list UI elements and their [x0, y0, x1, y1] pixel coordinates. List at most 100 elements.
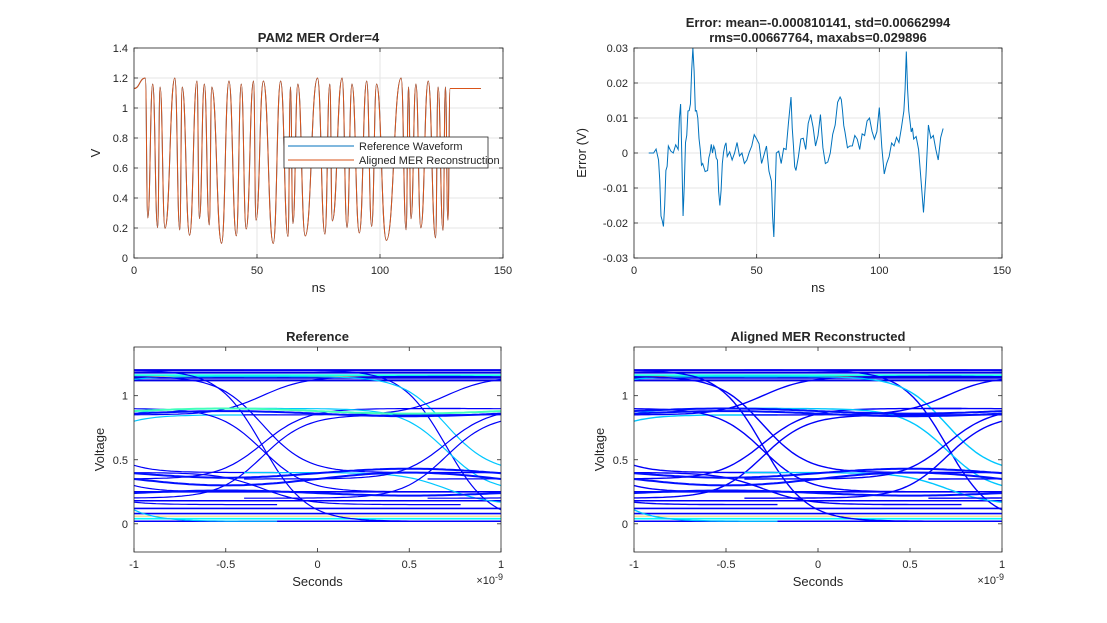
chart-title: PAM2 MER Order=4	[258, 30, 380, 45]
series-aligned-mer-reconstruction	[133, 77, 481, 244]
axes-p4: -1 -0.5 0 0.5 1 0 0.5 1 Aligned MER Reconstructe…	[592, 329, 1005, 589]
chart-title: Reference	[286, 329, 349, 344]
eye-traces	[134, 369, 501, 523]
eye-transition-trace	[634, 407, 962, 480]
axes-p2: 0 50 100 150 -0.03 -0.02 -0.01 0 0.01 0.02 0.03 Err…	[574, 15, 1011, 295]
y-axis-label: V	[88, 148, 103, 157]
x-tick-label: 1	[498, 559, 504, 571]
y-tick-label: -0.01	[603, 183, 628, 195]
eye-plateau-trace	[134, 407, 501, 415]
eye-transition-trace	[244, 378, 501, 416]
eye-transition-trace	[134, 509, 278, 522]
series-error	[648, 47, 944, 238]
eye-transition-trace	[744, 369, 1002, 511]
x-tick-label: 0	[631, 265, 637, 277]
eye-plateau-trace	[634, 471, 1002, 487]
y-tick-label: 0.6	[113, 163, 128, 175]
eye-transition-trace	[244, 369, 501, 511]
y-axis-label: Error (V)	[574, 128, 589, 178]
y-axis-label: Voltage	[92, 428, 107, 471]
eye-transition-trace	[634, 501, 778, 506]
eye-transition-trace	[427, 375, 501, 378]
y-axis-label: Voltage	[592, 428, 607, 471]
y-tick-label: 0.8	[113, 133, 128, 145]
eye-transition-trace	[134, 375, 461, 416]
y-tick-label: -0.03	[603, 253, 628, 265]
eye-transition-trace	[928, 407, 1002, 410]
x-axis-label: ns	[811, 280, 825, 295]
x-tick-label: -0.5	[717, 559, 736, 571]
eye-plateau-trace	[134, 467, 501, 479]
eye-plateau-trace	[634, 410, 1002, 418]
eye-transition-trace	[244, 407, 501, 487]
eye-transition-trace	[244, 420, 501, 499]
eye-transition-trace	[744, 420, 1002, 499]
y-tick-label: 0.03	[607, 43, 628, 55]
chart-title: rms=0.00667764, maxabs=0.029896	[709, 30, 927, 45]
y-tick-label: 0.5	[113, 455, 128, 467]
axes-box	[133, 47, 504, 259]
x-tick-label: 0	[131, 265, 137, 277]
eye-transition-trace	[244, 375, 501, 466]
x-tick-label: 150	[993, 265, 1011, 277]
legend: Reference Waveform Aligned MER Reconstruc…	[283, 136, 500, 169]
y-tick-label: 0	[622, 519, 628, 531]
y-tick-label: 1	[122, 391, 128, 403]
x-tick-label: -1	[129, 559, 139, 571]
y-tick-label: 0.5	[613, 455, 628, 467]
x-tick-label: 0.5	[902, 559, 917, 571]
y-tick-label: 1.4	[113, 43, 128, 55]
eye-transition-trace	[427, 497, 501, 499]
eye-transition-trace	[134, 407, 461, 480]
legend-entry: Reference Waveform	[359, 141, 463, 153]
y-tick-label: 0.01	[607, 113, 628, 125]
eye-plateau-trace	[634, 407, 1002, 415]
x-exponent-value: -9	[996, 572, 1004, 582]
x-tick-label: 50	[251, 265, 263, 277]
chart-title: Error: mean=-0.000810141, std=0.00662994	[686, 15, 951, 30]
x-tick-label: 0	[815, 559, 821, 571]
legend-box	[283, 136, 489, 169]
eye-transition-trace	[427, 407, 501, 410]
eye-plateau-trace	[634, 467, 1002, 479]
eye-transition-trace	[744, 407, 1002, 487]
x-tick-label: -0.5	[216, 559, 235, 571]
eye-transition-trace	[744, 375, 1002, 467]
eye-transition-trace	[634, 375, 778, 381]
y-tick-label: 0	[622, 148, 628, 160]
x-exponent-label: ×10-9	[977, 572, 1004, 587]
x-tick-label: 100	[371, 265, 389, 277]
eye-transition-trace	[427, 369, 501, 372]
x-tick-label: 50	[751, 265, 763, 277]
eye-transition-trace	[134, 375, 278, 381]
y-tick-label: 1	[122, 103, 128, 115]
axes-p3: -1 -0.5 0 0.5 1 0 0.5 1 Reference Seconds Voltage ×…	[92, 329, 504, 589]
eye-transition-trace	[634, 509, 778, 522]
x-exponent-label: ×10-9	[476, 572, 503, 587]
y-tick-label: 0	[122, 253, 128, 265]
y-tick-label: 0.02	[607, 78, 628, 90]
x-tick-label: 0	[314, 559, 320, 571]
x-tick-label: 100	[870, 265, 888, 277]
eye-transition-trace	[134, 472, 461, 506]
eye-transition-trace	[634, 471, 962, 506]
chart-title: Aligned MER Reconstructed	[731, 329, 906, 344]
x-tick-label: 1	[999, 559, 1005, 571]
legend-entry: Aligned MER Reconstruction	[359, 155, 500, 167]
y-tick-label: 1	[622, 391, 628, 403]
x-tick-label: 0.5	[402, 559, 417, 571]
x-axis-label: ns	[312, 280, 326, 295]
eye-transition-trace	[244, 472, 501, 503]
y-tick-label: 0.2	[113, 223, 128, 235]
eye-plateau-trace	[134, 489, 501, 497]
eye-transition-trace	[134, 369, 461, 522]
eye-plateau-trace	[634, 489, 1002, 497]
axes-p1: 0 50 100 150 0 0.2 0.4 0.6 0.8 1 1.2 1.4 PAM2 MER Or…	[88, 30, 512, 295]
eye-transition-trace	[928, 369, 1002, 372]
eye-transition-trace	[634, 369, 962, 522]
x-axis-label: Seconds	[793, 574, 844, 589]
x-tick-label: 150	[494, 265, 512, 277]
y-tick-label: 1.2	[113, 73, 128, 85]
eye-traces	[634, 369, 1002, 523]
